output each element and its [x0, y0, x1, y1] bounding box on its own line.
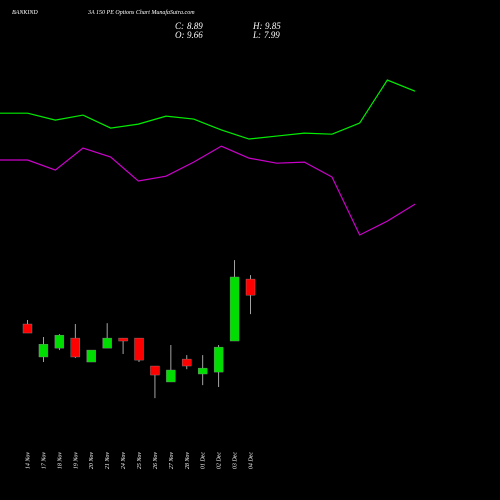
- x-tick-label: 14 Nov: [25, 452, 32, 470]
- x-tick-label: 20 Nov: [89, 452, 95, 470]
- candle-body: [86, 349, 96, 363]
- candle-body: [70, 337, 80, 358]
- x-tick-label: 27 Nov: [169, 452, 175, 470]
- candle-body: [166, 369, 176, 383]
- indicator-line: [0, 79, 416, 140]
- close-value: 8.89: [187, 21, 203, 31]
- x-tick-label: 01 Dec: [201, 452, 207, 469]
- candle-body: [134, 337, 144, 361]
- x-tick-label: 03 Dec: [233, 452, 239, 469]
- x-tick-label: 18 Nov: [57, 452, 63, 470]
- open-value: 9.66: [187, 30, 203, 40]
- candle-body: [38, 343, 49, 358]
- x-tick-label: 02 Dec: [217, 452, 223, 469]
- candle-body: [245, 278, 256, 296]
- high-label: H:: [252, 21, 263, 31]
- x-tick-label: 28 Nov: [185, 452, 191, 470]
- candle-body: [150, 365, 160, 376]
- low-value: 7.99: [264, 30, 280, 40]
- chart-title: BANKIND: [12, 10, 38, 16]
- candle-body: [22, 323, 33, 334]
- low-label: L:: [252, 30, 261, 40]
- chart-subtitle: 3A 150 PE Options Chart MunafaSutra.com: [87, 9, 195, 16]
- candle-body: [198, 367, 208, 375]
- candle-body: [118, 337, 128, 342]
- x-tick-label: 17 Nov: [41, 452, 47, 470]
- x-tick-label: 04 Dec: [248, 452, 255, 469]
- x-tick-label: 24 Nov: [120, 452, 127, 470]
- candle-body: [54, 334, 65, 349]
- x-tick-label: 25 Nov: [137, 452, 143, 470]
- candle-body: [229, 276, 240, 342]
- candle-body: [182, 358, 192, 367]
- x-tick-label: 21 Nov: [105, 452, 111, 470]
- close-label: C:: [175, 21, 184, 31]
- candle-body: [213, 346, 224, 373]
- indicator-line: [0, 145, 416, 236]
- high-value: 9.85: [265, 21, 281, 31]
- candle-body: [102, 337, 112, 349]
- x-tick-label: 26 Nov: [153, 452, 159, 470]
- open-label: O:: [175, 30, 185, 40]
- x-tick-label: 19 Nov: [73, 452, 79, 470]
